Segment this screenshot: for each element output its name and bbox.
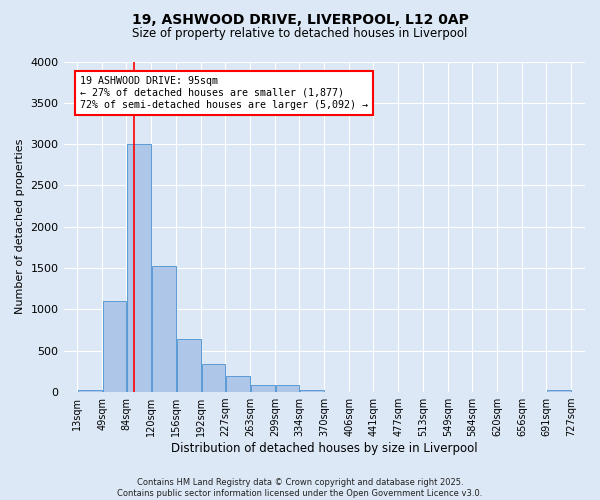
Text: Contains HM Land Registry data © Crown copyright and database right 2025.
Contai: Contains HM Land Registry data © Crown c… xyxy=(118,478,482,498)
Bar xyxy=(547,390,571,392)
Bar xyxy=(300,390,324,392)
Bar xyxy=(226,376,250,392)
Text: 19 ASHWOOD DRIVE: 95sqm
← 27% of detached houses are smaller (1,877)
72% of semi: 19 ASHWOOD DRIVE: 95sqm ← 27% of detache… xyxy=(80,76,368,110)
Text: 19, ASHWOOD DRIVE, LIVERPOOL, L12 0AP: 19, ASHWOOD DRIVE, LIVERPOOL, L12 0AP xyxy=(131,12,469,26)
Bar xyxy=(127,144,151,392)
Bar xyxy=(103,301,126,392)
Y-axis label: Number of detached properties: Number of detached properties xyxy=(15,139,25,314)
Bar xyxy=(275,386,299,392)
Bar xyxy=(176,339,201,392)
X-axis label: Distribution of detached houses by size in Liverpool: Distribution of detached houses by size … xyxy=(171,442,478,455)
Text: Size of property relative to detached houses in Liverpool: Size of property relative to detached ho… xyxy=(133,28,467,40)
Bar xyxy=(251,384,275,392)
Bar xyxy=(202,364,225,392)
Bar xyxy=(78,390,102,392)
Bar xyxy=(152,266,176,392)
